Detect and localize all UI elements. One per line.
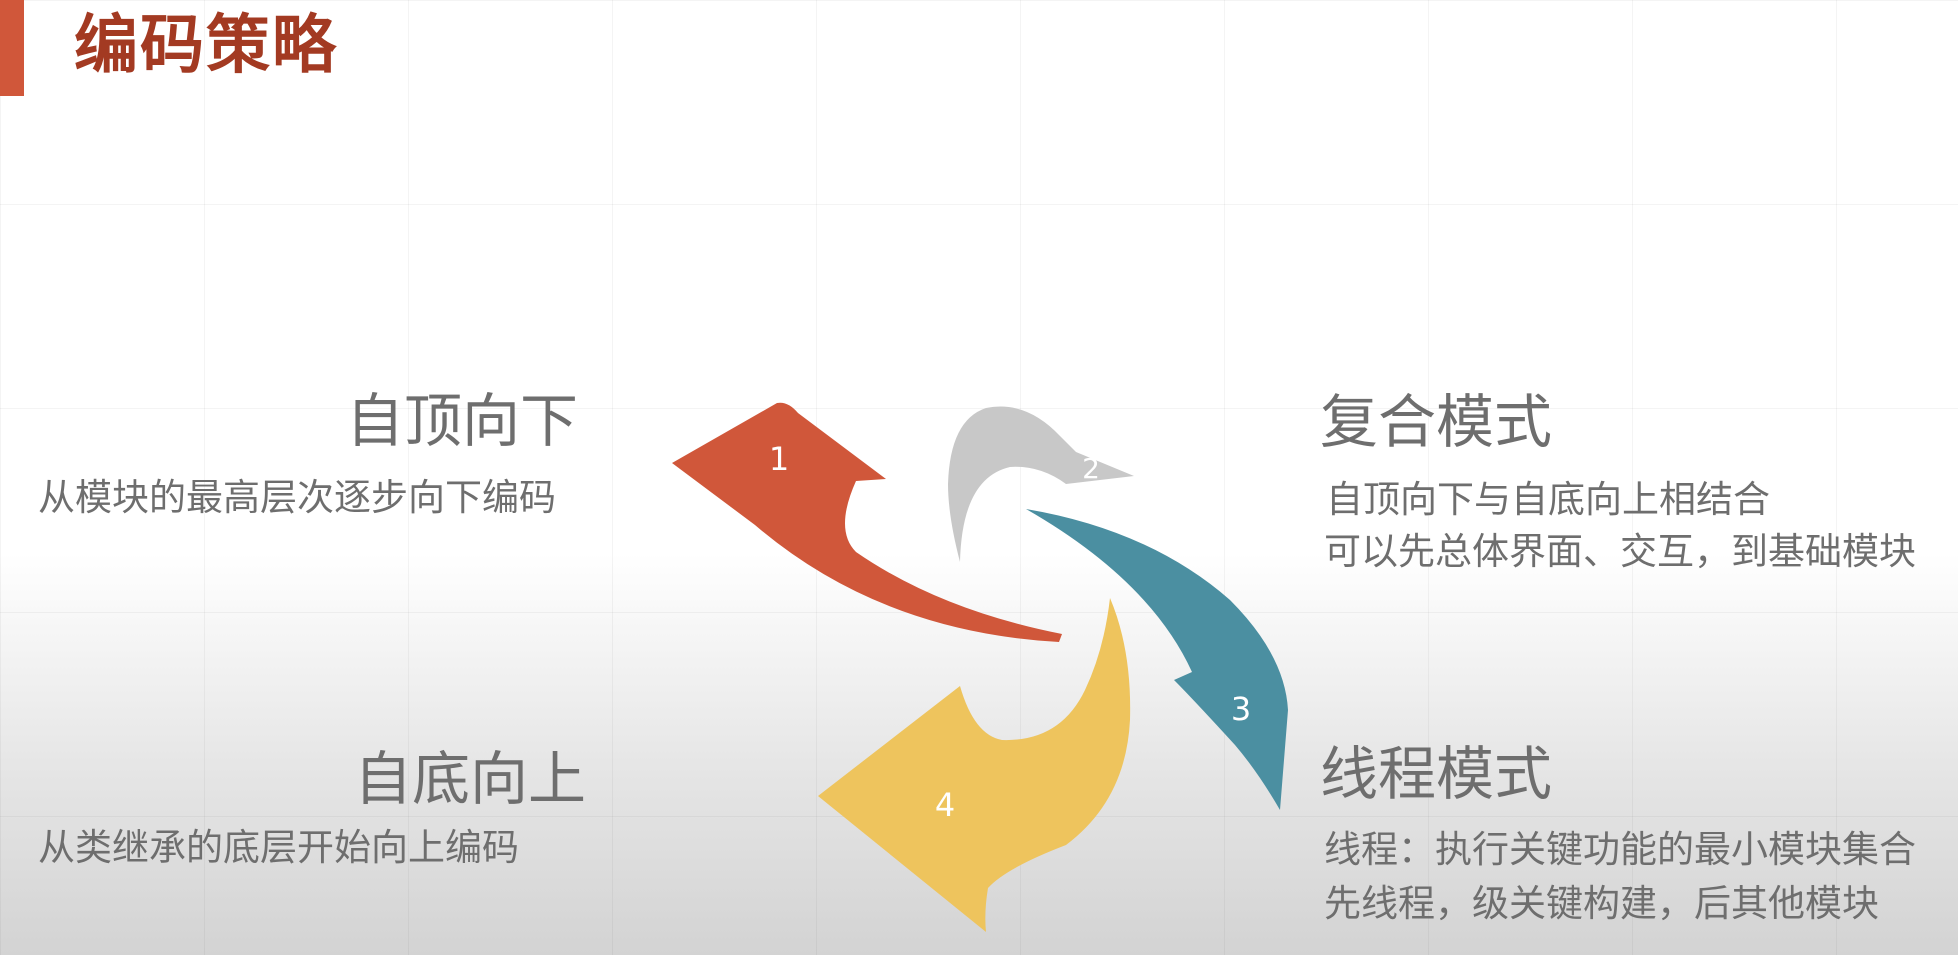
arrow-3-shape	[1026, 509, 1288, 810]
title-accent-bar	[0, 0, 24, 96]
composite-description-line-1: 自顶向下与自底向上相结合	[1326, 478, 1770, 521]
bottom-up-description: 从类继承的底层开始向上编码	[38, 826, 519, 869]
composite-heading: 复合模式	[1320, 388, 1553, 456]
top-down-description: 从模块的最高层次逐步向下编码	[38, 476, 556, 519]
arrow-4-shape	[818, 598, 1131, 932]
page-title: 编码策略	[74, 9, 338, 83]
thread-description-line-2: 先线程，级关键构建，后其他模块	[1324, 882, 1879, 925]
arrow-1-number: 1	[769, 440, 789, 478]
arrow-2-shape	[948, 406, 1134, 562]
thread-description-line-1: 线程：执行关键功能的最小模块集合	[1324, 828, 1916, 871]
arrow-3-number: 3	[1231, 690, 1251, 728]
arrow-1-shape	[672, 402, 1062, 642]
arrow-4-number: 4	[935, 786, 955, 824]
bottom-up-heading: 自底向上	[353, 745, 586, 813]
composite-description-line-2: 可以先总体界面、交互，到基础模块	[1324, 530, 1916, 573]
thread-heading: 线程模式	[1320, 740, 1553, 808]
top-down-heading: 自顶向下	[345, 387, 578, 455]
arrow-2-number: 2	[1082, 452, 1100, 485]
